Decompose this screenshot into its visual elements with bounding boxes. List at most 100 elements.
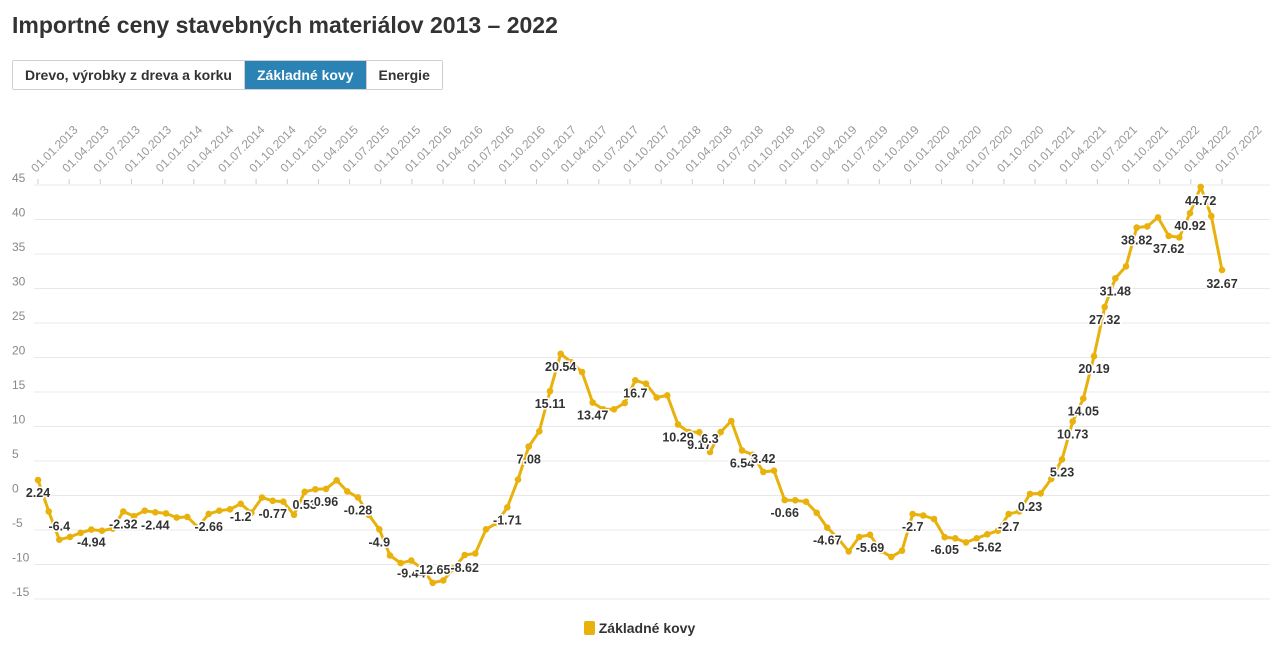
data-label: 20.19: [1078, 362, 1109, 376]
data-label: 2.24: [26, 486, 50, 500]
data-point: [173, 514, 180, 521]
data-label: -2.7: [998, 520, 1020, 534]
data-label: 15.11: [535, 397, 566, 411]
data-point: [973, 535, 980, 542]
data-point: [845, 548, 852, 555]
data-label: 9.17: [687, 438, 711, 452]
data-label: -6.05: [930, 543, 959, 557]
data-point: [1005, 510, 1012, 518]
data-point: [312, 486, 319, 493]
data-label: 13.47: [577, 409, 608, 423]
data-point: [1016, 508, 1023, 515]
data-label: -2.32: [109, 518, 138, 532]
data-label: 5.23: [1050, 465, 1074, 479]
data-label: -0.28: [344, 503, 373, 517]
data-point: [653, 394, 660, 401]
data-point: [770, 467, 778, 475]
chart-title: Importné ceny stavebných materiálov 2013…: [12, 12, 558, 38]
data-point: [365, 511, 373, 519]
data-point: [600, 406, 607, 413]
data-point: [205, 510, 212, 518]
data-label: -2.66: [194, 520, 223, 534]
tab-energie[interactable]: Energie: [365, 61, 442, 89]
data-label: 27.32: [1089, 313, 1120, 327]
data-point: [1090, 352, 1098, 360]
data-point: [461, 551, 469, 559]
tab-zakladne-kovy[interactable]: Základné kovy: [244, 61, 366, 89]
y-tick-label: 0: [12, 482, 19, 496]
data-point: [1154, 214, 1162, 221]
data-point: [1101, 303, 1108, 311]
data-label: -8.62: [450, 561, 479, 575]
data-point: [792, 497, 799, 504]
data-label: 10.29: [662, 431, 693, 445]
data-point: [930, 515, 938, 523]
data-point: [1112, 275, 1119, 282]
data-point: [1048, 475, 1055, 483]
legend-swatch: [583, 621, 595, 635]
data-label: 6.54: [730, 456, 754, 470]
data-point: [450, 564, 458, 572]
data-point: [802, 498, 810, 506]
y-tick-label: 10: [12, 413, 26, 427]
data-point: [813, 509, 820, 517]
data-label: 32.67: [1206, 277, 1237, 291]
data-point: [226, 506, 234, 513]
data-point: [397, 559, 405, 567]
y-tick-label: 5: [12, 447, 19, 461]
data-label: 3.42: [751, 452, 775, 466]
data-point: [824, 524, 831, 531]
data-point: [781, 496, 788, 504]
data-point: [504, 504, 511, 511]
y-tick-label: 30: [12, 275, 26, 289]
data-point: [664, 392, 671, 399]
data-point: [642, 380, 650, 388]
category-tabs: Drevo, výrobky z dreva a korku Základné …: [12, 60, 443, 90]
data-point: [322, 485, 330, 493]
data-point: [216, 507, 223, 514]
data-point: [1186, 209, 1194, 217]
data-point: [749, 451, 756, 459]
data-label: 20.54: [545, 360, 576, 374]
data-label: -2.7: [902, 520, 924, 534]
y-tick-label: -15: [12, 585, 30, 599]
data-point: [898, 547, 906, 554]
data-point: [45, 508, 52, 515]
data-point: [290, 511, 298, 519]
x-axis: 01.01.201301.04.201301.07.201301.10.2013…: [28, 123, 1265, 184]
data-point: [141, 507, 148, 514]
data-point: [482, 526, 490, 533]
data-label: 0.23: [1018, 500, 1042, 514]
data-point: [568, 359, 575, 366]
data-label: -0.77: [258, 507, 287, 521]
data-point: [98, 527, 106, 534]
data-point: [685, 428, 692, 436]
data-point: [738, 447, 746, 454]
data-label: 0.96: [314, 495, 338, 509]
data-label: 37.62: [1153, 242, 1184, 256]
data-point: [728, 417, 735, 425]
data-point: [941, 533, 948, 541]
data-point: [706, 448, 714, 456]
data-point: [525, 443, 532, 450]
data-point: [280, 498, 287, 506]
data-label: -6.4: [49, 520, 71, 534]
data-point: [162, 510, 170, 517]
data-point: [610, 406, 618, 413]
data-point: [760, 468, 767, 476]
data-point: [130, 512, 138, 520]
data-point: [1037, 490, 1044, 497]
series-zakladne-kovy: [34, 183, 1226, 587]
data-label: 40.92: [1174, 219, 1205, 233]
y-axis: -15 -10 -5 0 5 10 15 20 25 30 35 40 45: [12, 171, 30, 599]
data-label: 10.73: [1057, 428, 1088, 442]
data-label: 16.7: [623, 386, 647, 400]
legend[interactable]: Základné kovy: [0, 620, 1279, 636]
data-point: [66, 533, 74, 541]
data-label: -9.44: [397, 567, 426, 581]
data-label: -5.62: [973, 540, 1002, 554]
data-point: [120, 508, 127, 515]
y-tick-label: -5: [12, 516, 23, 530]
tab-drevo[interactable]: Drevo, výrobky z dreva a korku: [13, 61, 244, 89]
data-point: [696, 428, 703, 436]
